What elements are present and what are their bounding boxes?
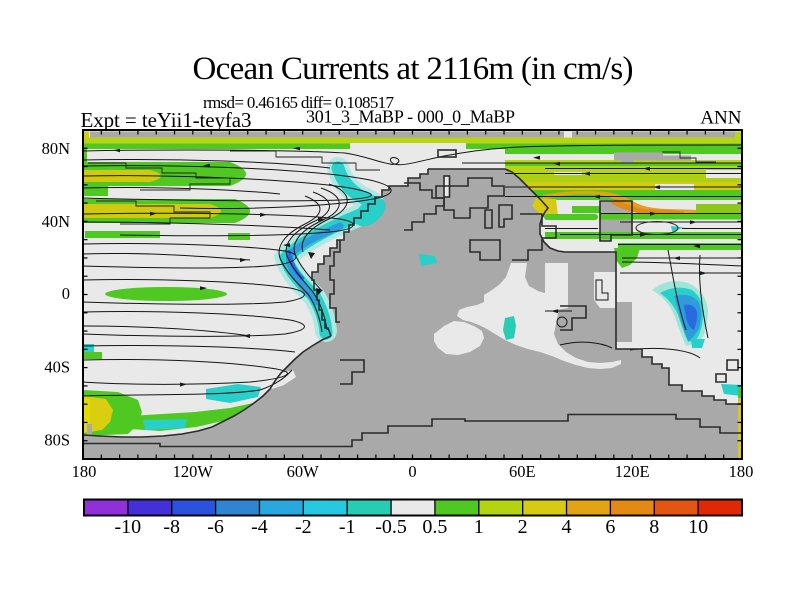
svg-text:1: 1 bbox=[474, 516, 484, 538]
svg-text:0: 0 bbox=[62, 284, 70, 303]
svg-text:120E: 120E bbox=[615, 462, 650, 481]
svg-text:Expt = teYii1-teyfa3: Expt = teYii1-teyfa3 bbox=[81, 108, 252, 132]
svg-text:40S: 40S bbox=[44, 358, 70, 377]
svg-text:-6: -6 bbox=[207, 516, 224, 538]
svg-text:8: 8 bbox=[649, 516, 659, 538]
svg-text:-8: -8 bbox=[163, 516, 180, 538]
svg-text:180: 180 bbox=[729, 462, 754, 481]
svg-text:120W: 120W bbox=[173, 462, 214, 481]
svg-text:-2: -2 bbox=[295, 516, 312, 538]
svg-text:ANN: ANN bbox=[700, 108, 741, 129]
svg-text:Ocean Currents at 2116m (in cm: Ocean Currents at 2116m (in cm/s) bbox=[193, 51, 634, 87]
svg-text:-1: -1 bbox=[339, 516, 356, 538]
svg-text:-0.5: -0.5 bbox=[375, 516, 407, 538]
svg-text:60W: 60W bbox=[287, 462, 320, 481]
svg-text:rmsd= 0.46165 diff= 0.108517: rmsd= 0.46165 diff= 0.108517 bbox=[203, 93, 395, 112]
svg-text:-4: -4 bbox=[251, 516, 268, 538]
svg-text:301_3_MaBP - 000_0_MaBP: 301_3_MaBP - 000_0_MaBP bbox=[306, 107, 515, 127]
svg-text:80S: 80S bbox=[44, 431, 70, 450]
svg-text:60E: 60E bbox=[509, 462, 536, 481]
svg-text:2: 2 bbox=[518, 516, 528, 538]
svg-text:180: 180 bbox=[72, 462, 97, 481]
svg-text:-10: -10 bbox=[115, 516, 142, 538]
svg-text:6: 6 bbox=[605, 516, 615, 538]
svg-text:10: 10 bbox=[688, 516, 708, 538]
svg-text:40N: 40N bbox=[42, 212, 71, 231]
svg-text:4: 4 bbox=[562, 516, 572, 538]
svg-text:0.5: 0.5 bbox=[422, 516, 447, 538]
svg-text:0: 0 bbox=[408, 462, 416, 481]
svg-text:80N: 80N bbox=[42, 139, 71, 158]
